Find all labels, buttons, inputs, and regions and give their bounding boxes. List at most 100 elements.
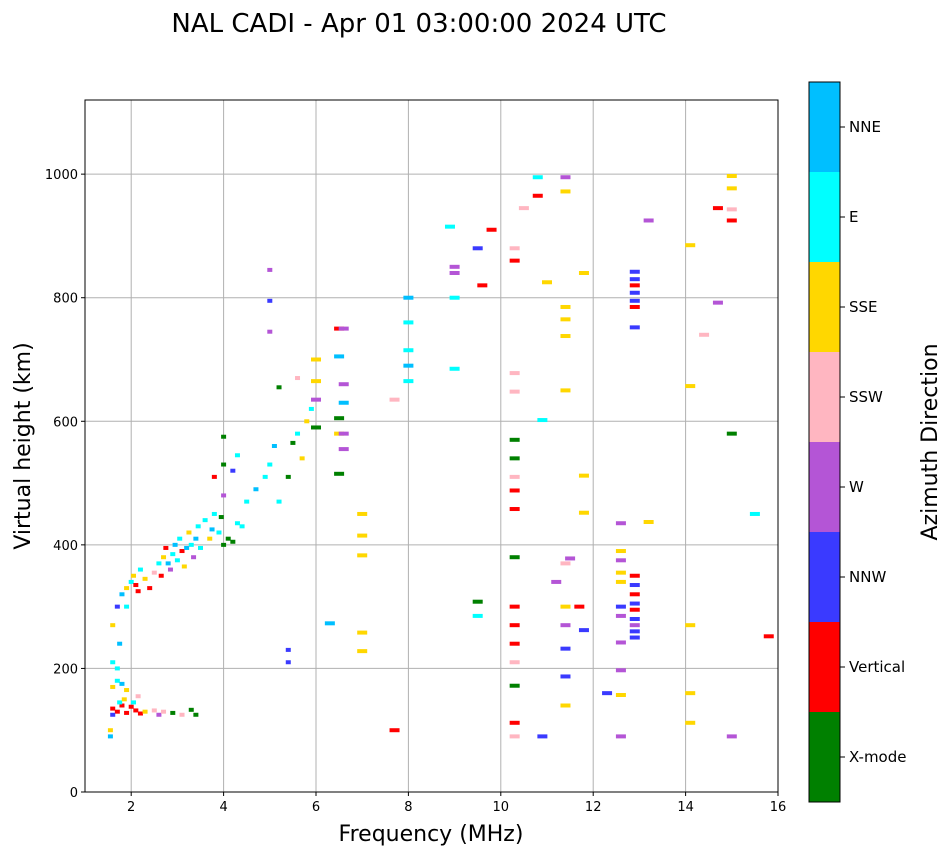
data-point	[578, 510, 589, 515]
y-tick-label: 0	[70, 786, 78, 801]
data-point	[629, 298, 640, 303]
data-point	[221, 434, 227, 439]
data-point	[449, 295, 460, 300]
data-point	[629, 290, 640, 295]
data-point	[299, 456, 305, 461]
x-tick-label: 6	[312, 800, 320, 815]
data-point	[216, 530, 222, 535]
data-point	[262, 474, 268, 479]
data-point	[629, 573, 640, 578]
data-point	[324, 621, 335, 626]
data-point	[276, 499, 282, 504]
data-point	[449, 271, 460, 275]
data-point	[629, 269, 640, 274]
colorbar-segment	[809, 172, 840, 262]
colorbar-tick-label: Vertical	[849, 658, 905, 676]
data-point	[509, 555, 520, 560]
data-point	[131, 573, 137, 578]
data-point	[195, 524, 201, 529]
x-tick-label: 12	[585, 800, 602, 815]
data-point	[403, 295, 414, 300]
data-point	[578, 628, 589, 633]
data-point	[198, 545, 203, 550]
data-point	[763, 634, 774, 639]
data-point	[107, 734, 113, 739]
data-point	[161, 555, 167, 560]
data-point	[276, 385, 282, 390]
data-point	[574, 604, 585, 609]
data-point	[699, 332, 710, 337]
colorbar-frame	[808, 81, 841, 803]
x-tick-label: 16	[770, 800, 787, 815]
data-point	[137, 711, 143, 716]
data-point	[615, 613, 626, 618]
data-point	[629, 583, 640, 588]
data-point	[615, 558, 626, 563]
data-point	[295, 431, 301, 436]
colorbar-segment	[809, 442, 840, 532]
data-point	[110, 623, 116, 628]
colorbar-segment	[809, 352, 840, 442]
data-point	[685, 720, 696, 725]
data-point	[629, 283, 640, 288]
data-point	[114, 666, 120, 671]
data-point	[191, 555, 197, 560]
data-point	[509, 623, 520, 628]
data-point	[560, 317, 571, 322]
data-point	[271, 444, 277, 448]
data-point	[124, 604, 130, 609]
data-point	[615, 692, 626, 697]
data-point	[147, 586, 153, 591]
data-point	[726, 431, 737, 436]
data-point	[615, 668, 626, 673]
data-point	[532, 175, 543, 180]
data-point	[221, 462, 227, 467]
x-tick-label: 2	[127, 800, 135, 815]
data-point	[629, 629, 640, 634]
data-point	[253, 487, 259, 492]
data-point	[311, 357, 321, 362]
data-point	[509, 720, 520, 725]
colorbar: X-mode Vertical NNW W SSW SSE E NNE	[808, 81, 906, 803]
data-point	[726, 207, 737, 212]
data-point	[542, 280, 552, 285]
data-point	[117, 641, 123, 646]
data-point	[172, 542, 178, 547]
data-point	[193, 536, 199, 541]
data-point	[179, 549, 185, 554]
data-point	[114, 678, 120, 683]
data-point	[186, 530, 192, 535]
data-point	[357, 630, 368, 635]
data-point	[615, 579, 626, 584]
data-point	[230, 539, 236, 544]
data-point	[749, 511, 760, 516]
data-point	[181, 564, 187, 569]
data-point	[578, 271, 589, 275]
plot-frame	[84, 99, 779, 793]
data-point	[615, 640, 626, 645]
data-point	[685, 623, 696, 628]
data-point	[334, 354, 345, 359]
data-point	[124, 710, 130, 715]
data-point	[560, 703, 571, 708]
colorbar-tick-label: W	[849, 478, 864, 496]
data-point	[151, 570, 157, 575]
data-point	[290, 440, 296, 445]
data-point	[188, 707, 194, 712]
data-point	[161, 709, 167, 714]
data-point	[560, 561, 571, 566]
data-point	[285, 660, 291, 665]
data-point	[110, 712, 116, 717]
colorbar-tick-label: X-mode	[849, 748, 906, 766]
data-point	[230, 468, 236, 473]
data-point	[221, 542, 227, 547]
data-point	[295, 376, 301, 381]
data-point	[211, 474, 217, 479]
data-point	[560, 674, 571, 679]
data-point	[472, 599, 483, 604]
colorbar-segment	[809, 532, 840, 622]
data-point	[615, 549, 626, 554]
data-point	[128, 704, 134, 709]
data-point	[518, 206, 529, 211]
data-point	[124, 688, 130, 693]
